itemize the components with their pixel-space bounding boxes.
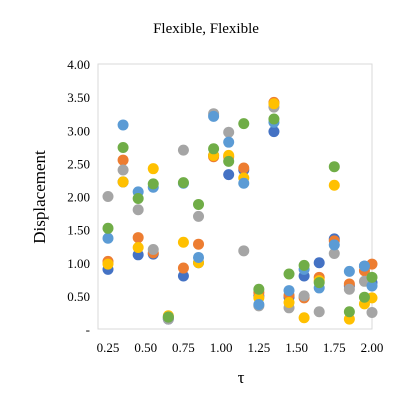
data-point	[147, 244, 159, 255]
data-point	[102, 232, 114, 244]
data-point	[117, 141, 129, 153]
data-point	[283, 268, 295, 280]
data-point	[223, 136, 235, 148]
data-point	[313, 277, 325, 289]
data-point	[268, 113, 280, 125]
x-tick-label: 1.00	[210, 340, 233, 355]
x-tick-label: 1.50	[285, 340, 308, 355]
data-point	[132, 242, 144, 254]
data-point	[208, 143, 220, 155]
data-point	[238, 162, 250, 174]
data-point	[177, 144, 189, 156]
data-point	[193, 238, 205, 250]
data-point	[253, 283, 265, 295]
x-tick-label: 0.50	[134, 340, 157, 355]
data-point	[283, 297, 295, 308]
data-point	[358, 260, 370, 272]
chart-title: Flexible, Flexible	[153, 21, 259, 37]
y-tick-label: 2.50	[67, 156, 90, 171]
data-point	[177, 177, 189, 189]
y-tick-label: 2.00	[67, 190, 90, 205]
data-point	[102, 191, 114, 202]
y-tick-label: 4.00	[67, 57, 90, 72]
data-point	[193, 210, 205, 222]
x-axis-tick-labels: 0.25 0.50 0.75 1.00 1.25 1.50 1.75 2.00	[97, 340, 384, 355]
plot-area-frame	[97, 63, 373, 330]
x-tick-label: 0.25	[97, 340, 120, 355]
data-point	[117, 119, 129, 131]
data-point	[366, 271, 378, 283]
data-point	[132, 232, 144, 244]
data-point	[313, 257, 325, 269]
data-point	[313, 306, 325, 318]
data-point	[328, 161, 340, 173]
x-tick-label: 1.25	[247, 340, 270, 355]
y-axis-label: Displacement	[30, 150, 49, 244]
data-point	[343, 265, 355, 277]
y-tick-label: 3.00	[67, 123, 90, 138]
data-point	[147, 178, 159, 190]
data-points	[102, 96, 378, 325]
data-point	[366, 280, 378, 292]
y-tick-label: 0.50	[67, 289, 90, 304]
y-tick-label: 1.00	[67, 256, 90, 271]
data-point	[117, 164, 129, 176]
data-point	[238, 245, 250, 257]
data-point	[358, 291, 370, 303]
data-point	[223, 155, 235, 167]
data-point	[283, 285, 295, 297]
data-point	[328, 179, 340, 191]
data-point	[298, 312, 310, 324]
x-tick-label: 1.75	[323, 340, 346, 355]
data-point	[298, 259, 310, 271]
data-point	[177, 270, 189, 282]
data-point	[223, 169, 235, 181]
data-point	[162, 311, 174, 323]
data-point	[147, 163, 159, 175]
data-point	[343, 306, 355, 318]
data-point	[193, 198, 205, 210]
data-point	[193, 251, 205, 263]
data-point	[117, 154, 129, 166]
y-tick-label: -	[86, 322, 90, 337]
data-point	[117, 176, 129, 188]
data-point	[366, 306, 378, 318]
data-point	[132, 204, 144, 216]
data-point	[268, 126, 280, 138]
x-tick-label: 0.75	[172, 340, 195, 355]
data-point	[177, 262, 189, 274]
y-axis-tick-labels: - 0.50 1.00 1.50 2.00 2.50 3.00 3.50 4.00	[67, 57, 90, 337]
data-point	[208, 110, 220, 122]
data-point	[102, 222, 114, 234]
data-point	[328, 247, 340, 259]
data-point	[177, 236, 189, 248]
data-point	[132, 192, 144, 204]
data-point	[268, 98, 280, 110]
data-point	[343, 283, 355, 295]
y-tick-label: 1.50	[67, 223, 90, 238]
x-axis-label: τ	[238, 368, 245, 387]
data-point	[238, 177, 250, 189]
data-point	[238, 118, 250, 130]
data-point	[223, 126, 235, 138]
data-point	[328, 239, 340, 251]
y-tick-label: 3.50	[67, 90, 90, 105]
data-point	[298, 290, 310, 302]
x-tick-label: 2.00	[361, 340, 384, 355]
data-point	[253, 298, 265, 310]
data-point	[102, 258, 114, 270]
